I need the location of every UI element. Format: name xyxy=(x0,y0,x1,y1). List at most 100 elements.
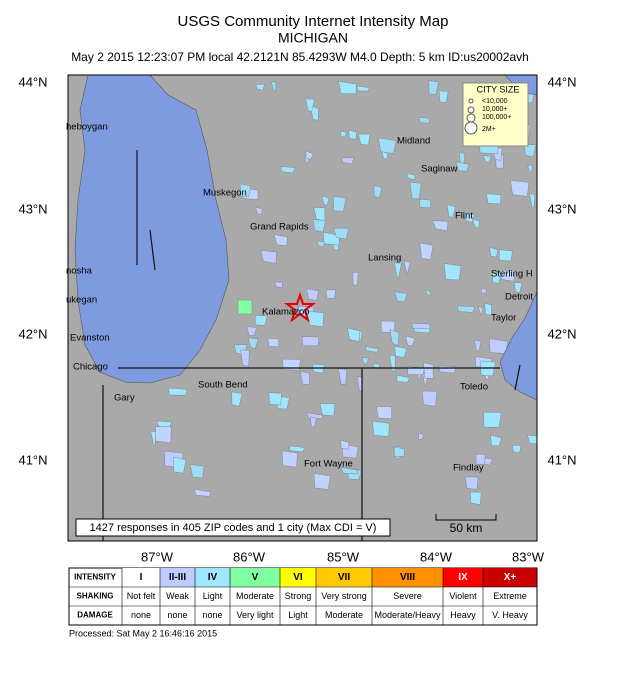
legend-item: 2M+ xyxy=(482,126,496,133)
event-info: May 2 2015 12:23:07 PM local 42.2121N 85… xyxy=(71,50,529,64)
zip-patch xyxy=(396,374,411,383)
intensity-cell: VIII xyxy=(400,572,415,583)
shaking-cell: Strong xyxy=(285,591,312,601)
zip-patch xyxy=(511,445,522,453)
intensity-cell: IV xyxy=(208,572,218,583)
intensity-cell xyxy=(160,568,195,587)
city-label: Muskegon xyxy=(203,188,247,199)
zip-patch xyxy=(484,302,492,316)
zip-patch xyxy=(231,391,243,407)
row-label: DAMAGE xyxy=(77,611,113,620)
legend-title: CITY SIZE xyxy=(477,84,520,94)
zip-patch xyxy=(403,259,411,276)
city-label: South Bend xyxy=(198,380,248,391)
epicenter xyxy=(284,291,316,323)
zip-patch xyxy=(406,172,416,180)
shaking-cell: Not felt xyxy=(127,591,156,601)
zip-patch xyxy=(338,368,347,385)
zip-patch xyxy=(418,117,431,124)
zip-patch xyxy=(474,339,482,352)
shaking-cell: Weak xyxy=(166,591,189,601)
zip-patch xyxy=(389,329,400,346)
intensity-cell xyxy=(230,568,280,587)
lat-label: 43°N xyxy=(18,201,47,216)
zip-patch xyxy=(394,291,408,303)
intensity-cell: VII xyxy=(338,572,350,583)
zip-patches xyxy=(150,80,537,505)
city-label: Flint xyxy=(455,211,473,222)
zip-patch xyxy=(438,90,449,103)
zip-patch xyxy=(310,416,317,428)
lake-erie xyxy=(499,291,537,401)
footer: Processed: Sat May 2 16:46:16 2015 xyxy=(69,628,217,638)
zip-patch xyxy=(273,234,288,246)
zip-patch xyxy=(325,289,337,299)
lat-label: 42°N xyxy=(547,326,576,341)
zip-patch xyxy=(483,411,502,428)
intensity-cell xyxy=(483,568,537,587)
intensity-cell: I xyxy=(140,572,143,583)
legend-dot xyxy=(466,113,476,123)
map-frame xyxy=(67,74,538,542)
intensity-cell: V xyxy=(252,572,259,583)
city-label: Sterling H xyxy=(491,269,533,280)
lat-label: 44°N xyxy=(18,74,47,89)
zip-patch xyxy=(281,450,298,468)
responses: 1427 responses in 405 ZIP codes and 1 ci… xyxy=(90,522,377,534)
zip-patch xyxy=(523,144,537,158)
zip-patch xyxy=(348,129,357,140)
zip-patch xyxy=(340,439,350,450)
zip-patch xyxy=(333,227,350,240)
zip-patch xyxy=(340,130,347,138)
city-label: Toledo xyxy=(460,382,488,393)
zip-patch xyxy=(189,464,205,479)
zip-patch xyxy=(168,387,188,396)
zip-patch xyxy=(270,81,277,93)
lon-label: 84°W xyxy=(420,549,453,564)
zip-patch xyxy=(300,370,310,385)
damage-cell: none xyxy=(131,610,151,620)
zip-patch xyxy=(372,420,390,437)
city-label: Findlay xyxy=(453,463,484,474)
city-label: Chicago xyxy=(73,362,108,373)
zip-patch xyxy=(333,195,347,212)
lon-label: 83°W xyxy=(512,549,545,564)
zip-patch xyxy=(365,345,380,353)
zip-patch xyxy=(419,198,432,209)
zip-patch xyxy=(489,338,508,354)
zip-patch xyxy=(499,270,516,282)
city-label: Grand Rapids xyxy=(250,222,309,233)
zip-patch xyxy=(529,193,536,209)
zip-patch xyxy=(475,453,486,465)
zip-patch xyxy=(305,150,314,160)
shaking-cell: Extreme xyxy=(493,591,527,601)
zip-patch xyxy=(313,473,331,490)
zip-patch xyxy=(194,488,212,497)
city-label: Kalamazoo xyxy=(262,307,310,318)
lon-label: 86°W xyxy=(233,549,266,564)
scale-label: 50 km xyxy=(450,521,483,535)
lat-label: 42°N xyxy=(18,326,47,341)
zip-patch xyxy=(268,392,282,406)
damage-cell: Moderate/Heavy xyxy=(374,610,441,620)
zip-patch xyxy=(255,207,263,216)
zip-patch xyxy=(373,185,383,199)
zip-patch xyxy=(338,81,357,95)
zip-patch xyxy=(394,346,408,358)
zip-patch xyxy=(255,84,265,91)
boundaries xyxy=(102,150,521,541)
zip-patch xyxy=(481,287,488,294)
legend-dot xyxy=(467,106,475,114)
zip-patch xyxy=(289,445,306,453)
lake-michigan xyxy=(74,75,230,384)
zip-patch xyxy=(358,133,371,146)
city-label: ukegan xyxy=(66,295,97,306)
shaking-cell: Moderate xyxy=(236,591,274,601)
zip-patch xyxy=(150,430,157,446)
zip-patch xyxy=(405,335,416,347)
zip-patch xyxy=(173,456,187,474)
zip-patch xyxy=(424,288,431,296)
zip-patch xyxy=(419,242,434,260)
legend-dot xyxy=(464,121,478,135)
zip-patch xyxy=(237,299,253,315)
